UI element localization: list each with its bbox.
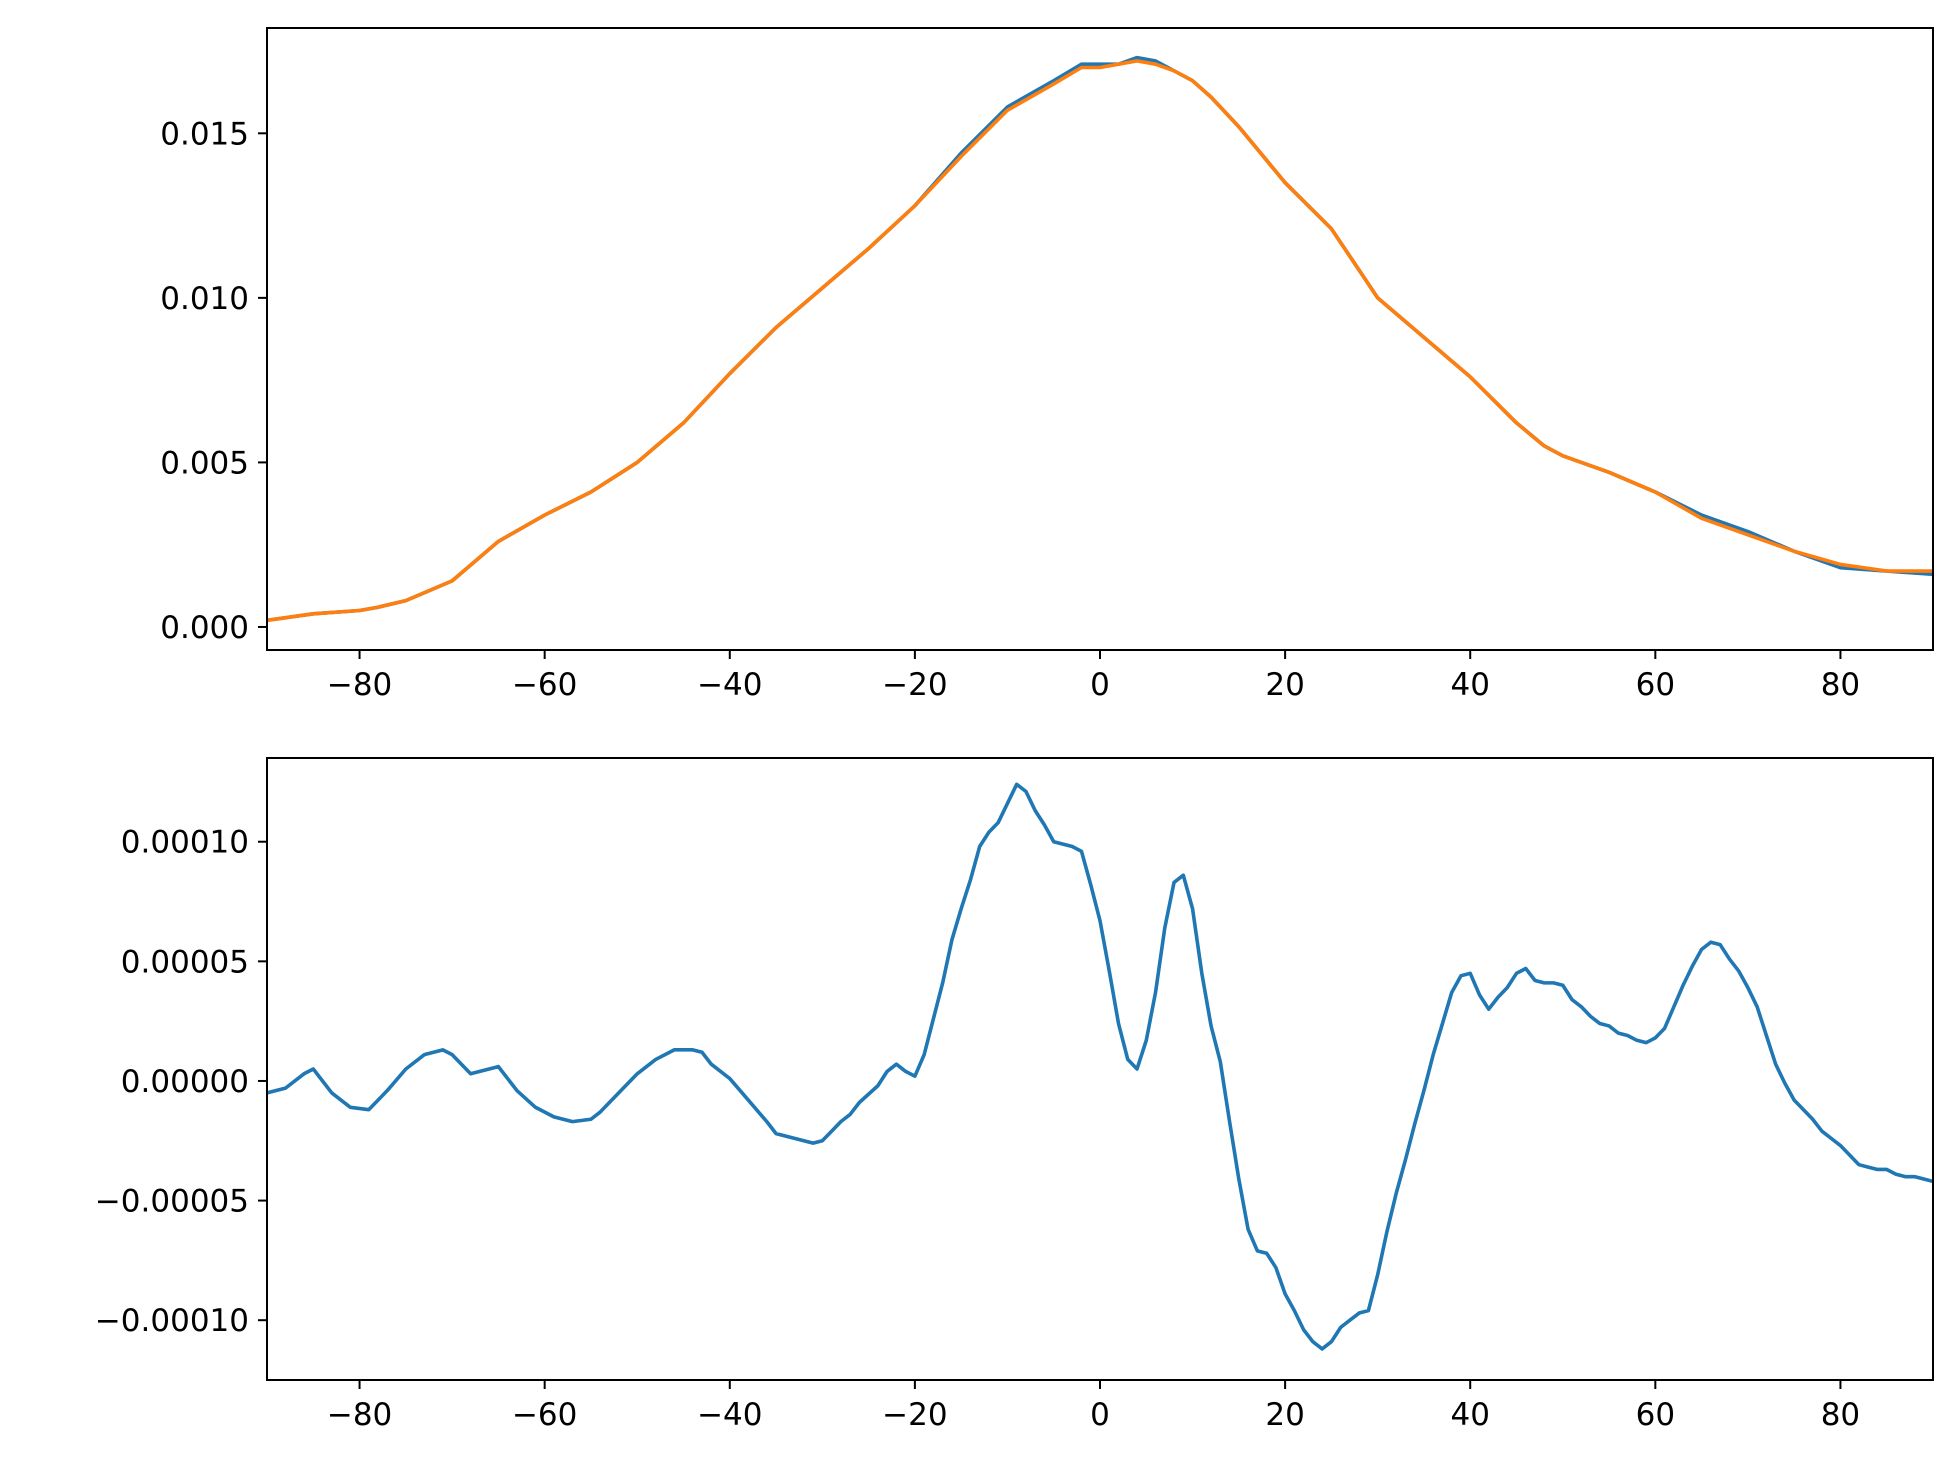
top-chart-axes: −80 −60 −40 −20 0 20 40 60 80 0.000 0.005 0.010 0.01… [160, 27, 1934, 703]
plot-area [266, 757, 1934, 1381]
x-tick-label: 80 [1821, 667, 1860, 703]
y-tick-label: 0.00010 [121, 825, 249, 861]
y-tick-label: 0.010 [160, 281, 249, 317]
x-tick-label: −40 [697, 1397, 762, 1433]
series-line-0 [267, 782, 1933, 1351]
x-tick-label: 80 [1821, 1397, 1860, 1433]
y-tick-label: 0.00000 [121, 1064, 249, 1100]
x-tick-label: 40 [1450, 1397, 1489, 1433]
x-tick-label: 20 [1265, 667, 1304, 703]
bottom-chart-axes: −80 −60 −40 −20 0 20 40 60 80 −0.00010 −0.00005 0.0… [95, 757, 1934, 1433]
x-tick-label: −20 [882, 1397, 947, 1433]
x-tick-label: 0 [1090, 667, 1110, 703]
plot-area [266, 27, 1934, 651]
x-tick-label: −40 [697, 667, 762, 703]
x-tick-label: 20 [1265, 1397, 1304, 1433]
x-tick-label: −20 [882, 667, 947, 703]
y-tick-label: −0.00010 [95, 1303, 249, 1339]
x-tick-label: 0 [1090, 1397, 1110, 1433]
y-tick-label: 0.000 [160, 610, 249, 646]
y-tick-label: 0.015 [160, 116, 249, 152]
y-tick-label: −0.00005 [95, 1184, 249, 1220]
x-tick-label: −60 [512, 1397, 577, 1433]
x-tick-label: 60 [1636, 667, 1675, 703]
series-line-1 [267, 59, 1933, 623]
x-tick-label: −80 [327, 1397, 392, 1433]
y-tick-label: 0.005 [160, 445, 249, 481]
x-tick-label: −60 [512, 667, 577, 703]
y-tick-label: 0.00005 [121, 944, 249, 980]
x-tick-label: 60 [1636, 1397, 1675, 1433]
x-tick-label: −80 [327, 667, 392, 703]
x-tick-label: 40 [1450, 667, 1489, 703]
